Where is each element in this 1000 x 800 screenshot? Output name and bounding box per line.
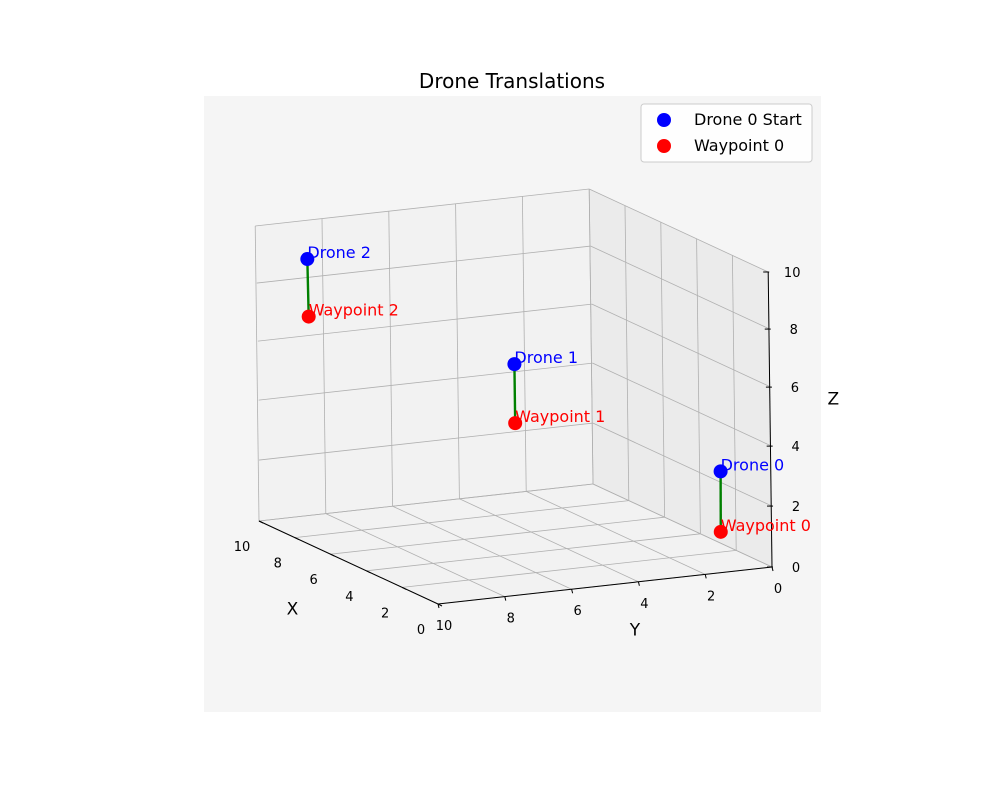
grid-line-side-z bbox=[589, 188, 769, 273]
x-tick-label: 8 bbox=[274, 557, 282, 572]
z-axis-label: Z bbox=[828, 390, 840, 410]
waypoint-label-2: Waypoint 2 bbox=[309, 301, 399, 320]
grid-line-side-x bbox=[624, 205, 630, 501]
grid-line-floor-x bbox=[258, 483, 594, 522]
waypoint-label-0: Waypoint 0 bbox=[721, 516, 811, 535]
y-tick bbox=[437, 603, 440, 609]
grid-line-side-z bbox=[590, 245, 770, 330]
x-tick-label: 4 bbox=[345, 590, 353, 605]
legend-box bbox=[640, 103, 813, 163]
grid-line-floor-x bbox=[366, 533, 701, 572]
grid-line-back-y bbox=[522, 196, 527, 492]
grid-line-floor-y bbox=[526, 491, 706, 575]
grid-line-back-z bbox=[255, 188, 590, 227]
grid-line-side-z bbox=[592, 362, 772, 447]
y-axis-label: Y bbox=[629, 621, 641, 641]
chart-title: Drone Translations bbox=[419, 69, 605, 93]
waypoint-marker-2 bbox=[301, 309, 316, 324]
grid-line-floor-x bbox=[294, 500, 629, 538]
legend-label-1: Waypoint 0 bbox=[694, 136, 784, 155]
waypoint-marker-1 bbox=[508, 416, 523, 431]
x-tick-label: 0 bbox=[417, 623, 425, 638]
grid-line-side-x bbox=[732, 255, 737, 551]
z-tick-label: 10 bbox=[784, 266, 801, 281]
z-tick-label: 8 bbox=[790, 323, 798, 338]
y-tick bbox=[504, 596, 507, 601]
x-tick bbox=[366, 570, 371, 574]
grid-line-back-z bbox=[256, 245, 591, 284]
z-tick-label: 4 bbox=[792, 440, 800, 455]
y-tick-label: 2 bbox=[707, 589, 715, 604]
y-tick-label: 4 bbox=[640, 597, 648, 612]
z-axis-line bbox=[767, 271, 773, 568]
y-tick bbox=[704, 574, 707, 579]
x-tick bbox=[294, 537, 300, 541]
marks: Drone 2 Waypoint 2 Drone 1 Waypoint 1 Drone … bbox=[300, 243, 811, 539]
drone-start-label-0: Drone 0 bbox=[721, 455, 785, 474]
drone-start-label-1: Drone 1 bbox=[514, 348, 578, 367]
x-tick bbox=[401, 586, 407, 590]
x-tick bbox=[258, 520, 264, 524]
waypoint-marker-0 bbox=[713, 524, 728, 539]
drone-start-marker-1 bbox=[507, 357, 522, 372]
grid-line-side-z bbox=[592, 483, 773, 568]
grid-line-back-y bbox=[254, 225, 260, 522]
grid-line-back-y bbox=[321, 218, 327, 514]
z-tick-label: 0 bbox=[792, 561, 800, 576]
z-tick-label: 2 bbox=[792, 500, 800, 515]
y-tick-label: 8 bbox=[507, 612, 515, 627]
drone-start-label-2: Drone 2 bbox=[307, 243, 371, 262]
grid-line-floor-x bbox=[402, 550, 737, 588]
x-tick bbox=[330, 553, 335, 557]
grid-line-floor-y bbox=[325, 513, 505, 597]
legend-label-0: Drone 0 Start bbox=[694, 110, 802, 129]
y-tick bbox=[771, 566, 774, 572]
x-tick-label: 2 bbox=[381, 606, 389, 621]
grid-line-side-x bbox=[660, 222, 665, 518]
x-axis-line bbox=[258, 520, 439, 605]
grid-line-side-z bbox=[591, 303, 772, 388]
grid-line-back-y bbox=[388, 211, 393, 507]
y-tick-label: 0 bbox=[774, 582, 782, 597]
grid-line-side-x bbox=[696, 238, 701, 534]
x-tick-label: 6 bbox=[309, 573, 317, 588]
z-tick-label: 6 bbox=[791, 381, 799, 396]
drone-start-marker-0 bbox=[713, 464, 728, 479]
x-axis-label: X bbox=[287, 600, 299, 620]
pane-back bbox=[255, 189, 593, 521]
grid-line-back-z bbox=[258, 362, 593, 401]
grid-line-floor-y bbox=[459, 498, 639, 583]
grid-line-back-z bbox=[258, 422, 594, 461]
axes: 0 2 4 6 8 10 X 0 2 4 6 8 10 Y 0 2 4 6 8 10 Z bbox=[234, 266, 839, 641]
legend-marker-1 bbox=[657, 139, 671, 153]
y-tick bbox=[637, 581, 640, 586]
grid-line-floor-x bbox=[330, 516, 665, 555]
grid-line-side-x bbox=[588, 188, 594, 485]
y-tick-label: 10 bbox=[436, 619, 453, 634]
waypoint-label-1: Waypoint 1 bbox=[515, 407, 605, 426]
legend: Drone 0 Start Waypoint 0 bbox=[640, 103, 813, 163]
drone-path-1 bbox=[513, 364, 517, 424]
drone-path-2 bbox=[306, 258, 310, 317]
y-tick bbox=[571, 589, 574, 594]
y-axis-line bbox=[437, 566, 773, 605]
drone-start-marker-2 bbox=[300, 252, 315, 267]
grid-line-side-z bbox=[592, 422, 773, 507]
y-tick-label: 6 bbox=[573, 604, 581, 619]
grid-line-back-y bbox=[455, 203, 460, 499]
pane-floor bbox=[259, 484, 772, 604]
x-tick-label: 10 bbox=[234, 540, 251, 555]
grid-line-floor-y bbox=[392, 505, 572, 590]
grid-line-back-z bbox=[257, 303, 592, 342]
legend-marker-0 bbox=[657, 113, 671, 127]
